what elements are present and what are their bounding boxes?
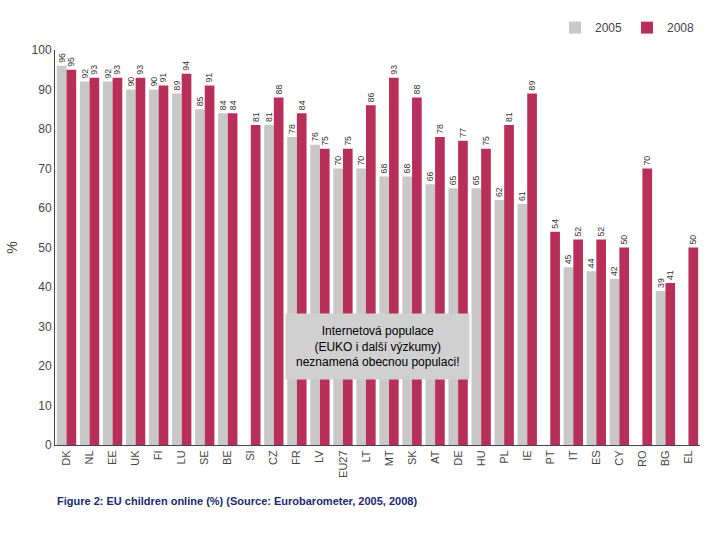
svg-text:70: 70 (356, 156, 366, 166)
svg-text:85: 85 (195, 96, 205, 106)
svg-text:65: 65 (471, 175, 481, 185)
svg-text:70: 70 (38, 162, 52, 176)
svg-text:75: 75 (320, 136, 330, 146)
svg-text:52: 52 (573, 227, 583, 237)
svg-text:89: 89 (172, 81, 182, 91)
svg-text:39: 39 (656, 278, 666, 288)
svg-text:81: 81 (504, 112, 514, 122)
svg-text:0: 0 (45, 438, 52, 452)
svg-text:42: 42 (609, 266, 619, 276)
svg-text:CZ: CZ (267, 450, 279, 465)
svg-text:2008: 2008 (667, 21, 694, 35)
svg-text:EE: EE (106, 450, 118, 465)
svg-text:44: 44 (586, 258, 596, 268)
svg-text:94: 94 (181, 61, 191, 71)
svg-text:ES: ES (590, 450, 602, 465)
svg-text:2005: 2005 (595, 21, 622, 35)
svg-text:%: % (4, 241, 20, 253)
svg-text:70: 70 (642, 156, 652, 166)
svg-text:50: 50 (688, 235, 698, 245)
svg-text:NL: NL (83, 450, 95, 464)
svg-text:AT: AT (429, 450, 441, 464)
svg-text:SK: SK (406, 450, 418, 465)
svg-text:88: 88 (274, 85, 284, 95)
svg-text:SE: SE (198, 450, 210, 465)
svg-text:92: 92 (103, 69, 113, 79)
svg-text:10: 10 (38, 399, 52, 413)
svg-text:80: 80 (38, 122, 52, 136)
svg-text:91: 91 (204, 73, 214, 83)
svg-text:FI: FI (152, 450, 164, 460)
svg-text:DK: DK (60, 450, 72, 466)
svg-text:IE: IE (521, 450, 533, 460)
svg-text:100: 100 (32, 43, 52, 57)
svg-text:IT: IT (567, 450, 579, 460)
svg-text:75: 75 (481, 136, 491, 146)
svg-text:77: 77 (458, 128, 468, 138)
svg-text:66: 66 (425, 171, 435, 181)
svg-text:Figure 2: EU children online (: Figure 2: EU children online (%) (Source… (57, 495, 417, 507)
svg-text:89: 89 (527, 81, 537, 91)
svg-text:50: 50 (38, 241, 52, 255)
svg-text:92: 92 (80, 69, 90, 79)
svg-text:LV: LV (313, 450, 325, 463)
svg-text:91: 91 (158, 73, 168, 83)
svg-text:Internetová populace(EUKO i da: Internetová populace(EUKO i další výzkum… (296, 324, 459, 369)
svg-text:70: 70 (333, 156, 343, 166)
svg-text:MT: MT (383, 450, 395, 466)
svg-text:93: 93 (135, 65, 145, 75)
svg-text:HU: HU (475, 450, 487, 466)
svg-text:96: 96 (57, 53, 67, 63)
svg-text:93: 93 (89, 65, 99, 75)
svg-text:93: 93 (389, 65, 399, 75)
svg-text:50: 50 (619, 235, 629, 245)
svg-text:54: 54 (550, 219, 560, 229)
svg-text:LT: LT (360, 450, 372, 462)
svg-text:30: 30 (38, 320, 52, 334)
svg-text:SI: SI (244, 450, 256, 460)
svg-text:EL: EL (682, 450, 694, 463)
svg-text:95: 95 (66, 57, 76, 67)
svg-text:84: 84 (228, 100, 238, 110)
svg-text:86: 86 (366, 92, 376, 102)
svg-text:EU27: EU27 (337, 450, 349, 478)
svg-text:65: 65 (448, 175, 458, 185)
svg-text:20: 20 (38, 359, 52, 373)
svg-text:84: 84 (297, 100, 307, 110)
svg-text:45: 45 (563, 254, 573, 264)
svg-text:FR: FR (290, 450, 302, 465)
svg-text:90: 90 (126, 77, 136, 87)
svg-text:40: 40 (38, 280, 52, 294)
svg-text:81: 81 (251, 112, 261, 122)
svg-text:PT: PT (544, 450, 556, 464)
svg-text:60: 60 (38, 201, 52, 215)
svg-text:41: 41 (665, 270, 675, 280)
svg-text:90: 90 (149, 77, 159, 87)
svg-text:LU: LU (175, 450, 187, 464)
svg-text:BG: BG (659, 450, 671, 466)
svg-text:DE: DE (452, 450, 464, 465)
svg-text:PL: PL (498, 450, 510, 463)
svg-text:62: 62 (494, 187, 504, 197)
svg-text:88: 88 (412, 85, 422, 95)
svg-text:BE: BE (221, 450, 233, 465)
svg-text:68: 68 (379, 164, 389, 174)
svg-text:CY: CY (613, 450, 625, 466)
svg-text:78: 78 (435, 124, 445, 134)
svg-text:52: 52 (596, 227, 606, 237)
svg-text:84: 84 (218, 100, 228, 110)
svg-text:UK: UK (129, 450, 141, 466)
svg-text:78: 78 (287, 124, 297, 134)
svg-text:RO: RO (636, 450, 648, 467)
svg-text:90: 90 (38, 83, 52, 97)
svg-text:76: 76 (310, 132, 320, 142)
svg-text:81: 81 (264, 112, 274, 122)
svg-text:68: 68 (402, 164, 412, 174)
svg-text:75: 75 (343, 136, 353, 146)
svg-text:61: 61 (517, 191, 527, 201)
svg-text:93: 93 (112, 65, 122, 75)
